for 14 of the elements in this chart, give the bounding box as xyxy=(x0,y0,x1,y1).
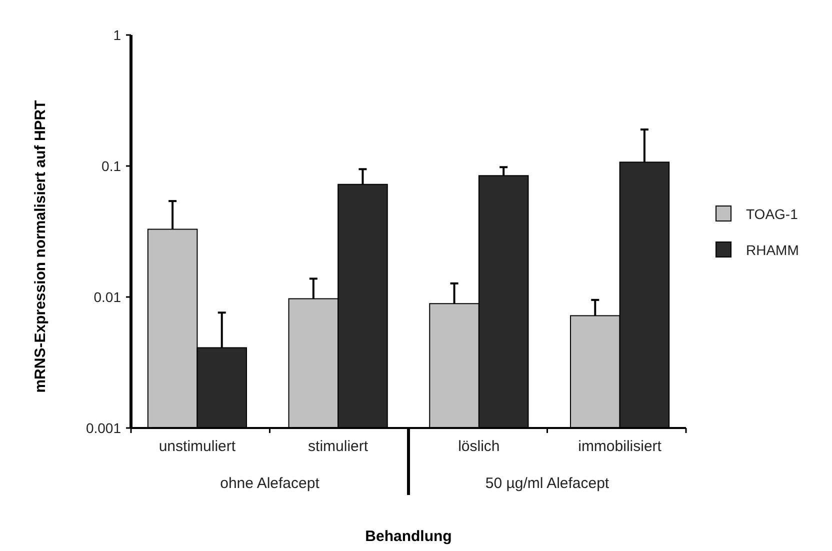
x-tick-label: löslich xyxy=(458,438,500,455)
y-tick-label: 0.01 xyxy=(94,288,122,305)
y-tick-label: 0.1 xyxy=(102,158,122,174)
text: 50 µg/ml Alefacept xyxy=(485,475,610,492)
x-axis-title: Behandlung xyxy=(365,528,452,545)
legend-label: RHAMM xyxy=(746,242,799,258)
legend-label: TOAG-1 xyxy=(746,206,798,222)
y-axis-title: mRNS-Expression normalisiert auf HPRT xyxy=(32,100,49,393)
x-tick-label: stimuliert xyxy=(308,438,369,455)
text: ohne Alefacept xyxy=(220,475,320,492)
y-tick-label: 1 xyxy=(113,26,122,43)
y-tick-label: 0.001 xyxy=(86,420,122,436)
x-tick-label: unstimuliert xyxy=(158,438,236,455)
x-tick-label: immobilisiert xyxy=(578,438,662,455)
